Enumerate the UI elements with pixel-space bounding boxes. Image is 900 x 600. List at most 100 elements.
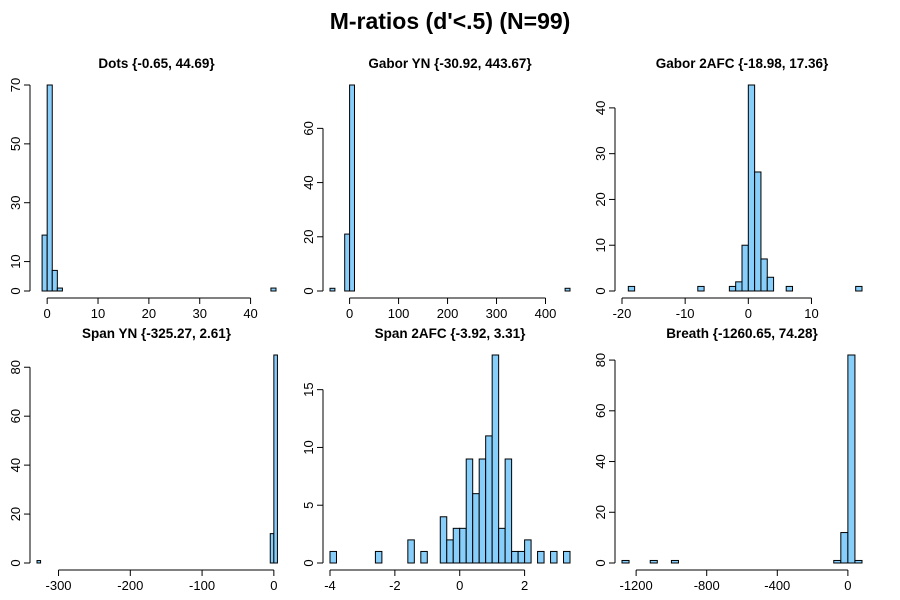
histogram-bar <box>833 559 842 564</box>
histogram-bar <box>760 258 768 292</box>
histogram-bar <box>491 354 500 564</box>
y-tick-label: 80 <box>8 360 23 374</box>
y-tick-label: 40 <box>8 458 23 472</box>
y-tick-label: 20 <box>593 505 608 519</box>
x-tick-label: 400 <box>535 306 557 321</box>
histogram-bar <box>847 354 856 564</box>
x-tick-label: -1200 <box>619 578 652 593</box>
histogram-bar <box>407 539 415 564</box>
y-tick-label: 30 <box>593 146 608 160</box>
x-tick-label: -200 <box>117 578 143 593</box>
y-tick-label: 40 <box>593 454 608 468</box>
histogram-bar <box>46 84 53 292</box>
histogram-bar <box>524 539 532 564</box>
y-tick-label: 0 <box>593 287 608 294</box>
panel-title: Breath {-1260.65, 74.28} <box>666 326 818 341</box>
x-tick-label: 100 <box>388 306 410 321</box>
histogram-bar <box>563 550 571 564</box>
y-tick-label: 20 <box>593 192 608 206</box>
y-tick-label: 80 <box>593 353 608 367</box>
histogram-bar <box>420 550 428 564</box>
y-tick-label: 20 <box>301 230 316 244</box>
y-tick-label: 40 <box>593 101 608 115</box>
x-tick-label: 0 <box>456 578 463 593</box>
x-tick-label: -300 <box>46 578 72 593</box>
x-tick-label: 0 <box>346 306 353 321</box>
panel-title: Dots {-0.65, 44.69} <box>98 56 215 71</box>
x-tick-label: -100 <box>189 578 215 593</box>
histogram-bar <box>766 276 775 292</box>
x-tick-label: 0 <box>844 578 851 593</box>
x-tick-label: 2 <box>521 578 528 593</box>
x-tick-label: 10 <box>91 306 105 321</box>
histogram-bar <box>537 550 545 564</box>
histogram-bar <box>785 285 794 292</box>
y-tick-label: 60 <box>593 404 608 418</box>
histogram-bar <box>273 354 278 564</box>
histogram-bar <box>329 287 336 292</box>
y-tick-label: 30 <box>8 195 23 209</box>
x-tick-label: 20 <box>142 306 156 321</box>
histogram-bar <box>627 285 636 292</box>
x-tick-label: 0 <box>745 306 752 321</box>
y-tick-label: 5 <box>301 502 316 509</box>
histogram-bar <box>670 559 679 564</box>
y-tick-label: 15 <box>301 382 316 396</box>
panel-title: Span 2AFC {-3.92, 3.31} <box>375 326 527 341</box>
x-tick-label: 40 <box>243 306 257 321</box>
x-tick-label: 0 <box>270 578 277 593</box>
y-tick-label: 60 <box>8 409 23 423</box>
histogram-bar <box>56 287 63 292</box>
y-tick-label: 0 <box>593 559 608 566</box>
x-tick-label: -400 <box>764 578 790 593</box>
histogram-bar <box>51 269 58 292</box>
histogram-bar <box>564 287 571 292</box>
y-tick-label: 0 <box>8 559 23 566</box>
panel-title: Gabor 2AFC {-18.98, 17.36} <box>656 56 829 71</box>
histogram-bar <box>854 559 863 564</box>
histogram-bar <box>621 559 630 564</box>
histogram-bar <box>697 285 705 292</box>
panel-title: Gabor YN {-30.92, 443.67} <box>368 56 532 71</box>
histogram-bar <box>840 532 849 564</box>
panel-title: Span YN {-325.27, 2.61} <box>82 326 232 341</box>
histogram-bar <box>550 550 558 564</box>
histogram-bar <box>329 550 337 564</box>
y-tick-label: 10 <box>301 440 316 454</box>
histogram-bar <box>374 550 383 564</box>
y-tick-label: 10 <box>8 254 23 268</box>
x-tick-label: -2 <box>389 578 401 593</box>
x-tick-label: 300 <box>486 306 508 321</box>
histogram-bar <box>349 84 355 292</box>
x-tick-label: -4 <box>324 578 336 593</box>
x-tick-label: -800 <box>694 578 720 593</box>
figure-title: M-ratios (d'<.5) (N=99) <box>329 8 571 34</box>
x-tick-label: -20 <box>613 306 632 321</box>
histogram-bar <box>855 285 863 292</box>
y-tick-label: 20 <box>8 507 23 521</box>
histogram-bar <box>649 559 658 564</box>
y-tick-label: 60 <box>301 121 316 135</box>
histogram-bar <box>270 287 277 292</box>
histogram-bar <box>36 560 42 564</box>
x-tick-label: 10 <box>804 306 818 321</box>
y-tick-label: 40 <box>301 175 316 189</box>
x-tick-label: 0 <box>44 306 51 321</box>
x-tick-label: 200 <box>437 306 459 321</box>
histogram-bar <box>504 458 513 564</box>
y-tick-label: 50 <box>8 137 23 151</box>
x-tick-label: 30 <box>192 306 206 321</box>
y-tick-label: 70 <box>8 78 23 92</box>
y-tick-label: 0 <box>301 287 316 294</box>
histogram-bar <box>754 171 762 292</box>
y-tick-label: 0 <box>301 559 316 566</box>
x-tick-label: -10 <box>676 306 695 321</box>
y-tick-label: 10 <box>593 238 608 252</box>
